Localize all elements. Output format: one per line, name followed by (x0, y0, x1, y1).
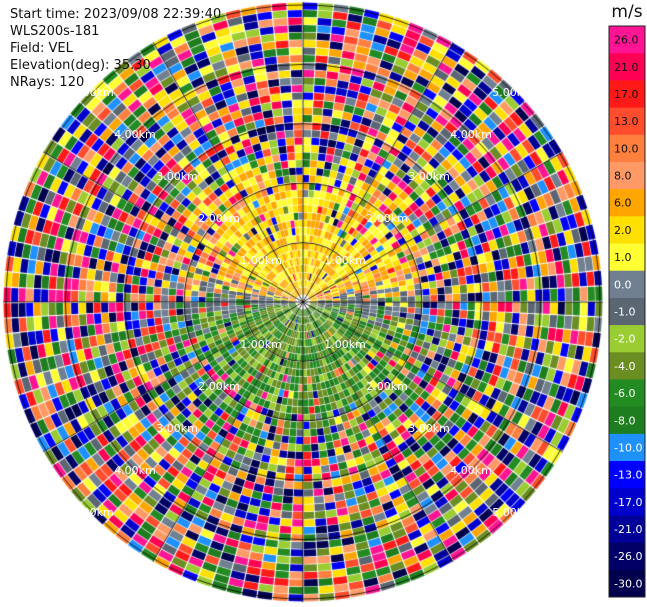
colorbar-tick-label: -2.0 (614, 333, 635, 346)
colorbar-tick-label: 17.0 (614, 88, 639, 101)
colorbar-cell (609, 406, 645, 435)
colorbar-cell (609, 107, 645, 136)
colorbar-tick-label: -13.0 (614, 469, 642, 482)
colorbar-tick-label: -4.0 (614, 360, 635, 373)
instrument-label: WLS200s-181 (10, 24, 100, 39)
colorbar-tick-label: -6.0 (614, 387, 635, 400)
range-ring-label: 4.00km (450, 128, 492, 141)
colorbar-tick-label: 6.0 (614, 197, 632, 210)
colorbar-cell (609, 433, 645, 462)
colorbar-cell (609, 53, 645, 81)
range-ring-label: 4.00km (114, 128, 156, 141)
colorbar-border (608, 25, 646, 598)
range-ring-label: 3.00km (156, 170, 198, 183)
colorbar-tick-label: 8.0 (614, 170, 632, 183)
colorbar-tick-label: -30.0 (614, 577, 642, 590)
colorbar-tick-label: -21.0 (614, 523, 642, 536)
range-ring-label: 1.00km (324, 338, 366, 351)
colorbar-cell (609, 488, 645, 516)
plot-header-info: Start time: 2023/09/08 22:39:40 WLS200s-… (10, 6, 221, 91)
colorbar-cell (609, 542, 645, 571)
start-time-label: Start time: 2023/09/08 22:39:40 (10, 7, 222, 22)
colorbar-cell (609, 515, 645, 544)
range-ring-label: 5.00km (72, 506, 114, 519)
colorbar-cell (609, 243, 645, 272)
colorbar-tick-label: 21.0 (614, 61, 639, 74)
range-ring-label: 1.00km (324, 254, 366, 267)
colorbar-tick-label: -17.0 (614, 496, 642, 509)
colorbar-tick-label: 26.0 (614, 34, 639, 47)
range-ring-label: 1.00km (240, 254, 282, 267)
colorbar-cell (609, 379, 645, 408)
elevation-label: Elevation(deg): 35.30 (10, 58, 151, 73)
colorbar-tick-label: -10.0 (614, 441, 642, 454)
colorbar-tick-label: 10.0 (614, 142, 639, 155)
colorbar-tick-label: 0.0 (614, 278, 632, 291)
range-ring-label: 3.00km (408, 422, 450, 435)
range-ring-label: 1.00km (240, 338, 282, 351)
range-ring-label: 2.00km (366, 212, 408, 225)
colorbar-tick-label: -1.0 (614, 306, 635, 319)
colorbar-cell (609, 352, 645, 380)
range-ring-label: 2.00km (198, 380, 240, 393)
range-ring-label: 5.00km (72, 86, 114, 99)
nrays-label: NRays: 120 (10, 75, 85, 90)
colorbar-cell (609, 569, 645, 598)
range-ring-label: 3.00km (156, 422, 198, 435)
colorbar-unit-label: m/s (611, 2, 642, 22)
range-ring-label: 4.00km (114, 464, 156, 477)
range-ring-label: 3.00km (408, 170, 450, 183)
range-ring-label: 5.00km (492, 86, 534, 99)
range-ring-label: 2.00km (198, 212, 240, 225)
colorbar-cell (609, 26, 645, 54)
colorbar-cell (609, 461, 645, 489)
colorbar-cell (609, 270, 645, 299)
range-ring-label: 2.00km (366, 380, 408, 393)
colorbar-cell (609, 216, 645, 245)
range-ring-label: 4.00km (450, 464, 492, 477)
colorbar-tick-label: -26.0 (614, 550, 642, 563)
colorbar-tick-label: 13.0 (614, 115, 639, 128)
colorbar-tick-label: 1.0 (614, 251, 632, 264)
colorbar-cell (609, 161, 645, 190)
range-ring-label: 5.00km (492, 506, 534, 519)
colorbar-tick-label: 2.0 (614, 224, 632, 237)
colorbar-cell (609, 134, 645, 163)
colorbar-cell (609, 189, 645, 217)
colorbar-cell (609, 80, 645, 109)
colorbar-cell (609, 297, 645, 326)
colorbar-cell (609, 325, 645, 353)
colorbar-tick-label: -8.0 (614, 414, 635, 427)
field-label: Field: VEL (10, 41, 73, 56)
